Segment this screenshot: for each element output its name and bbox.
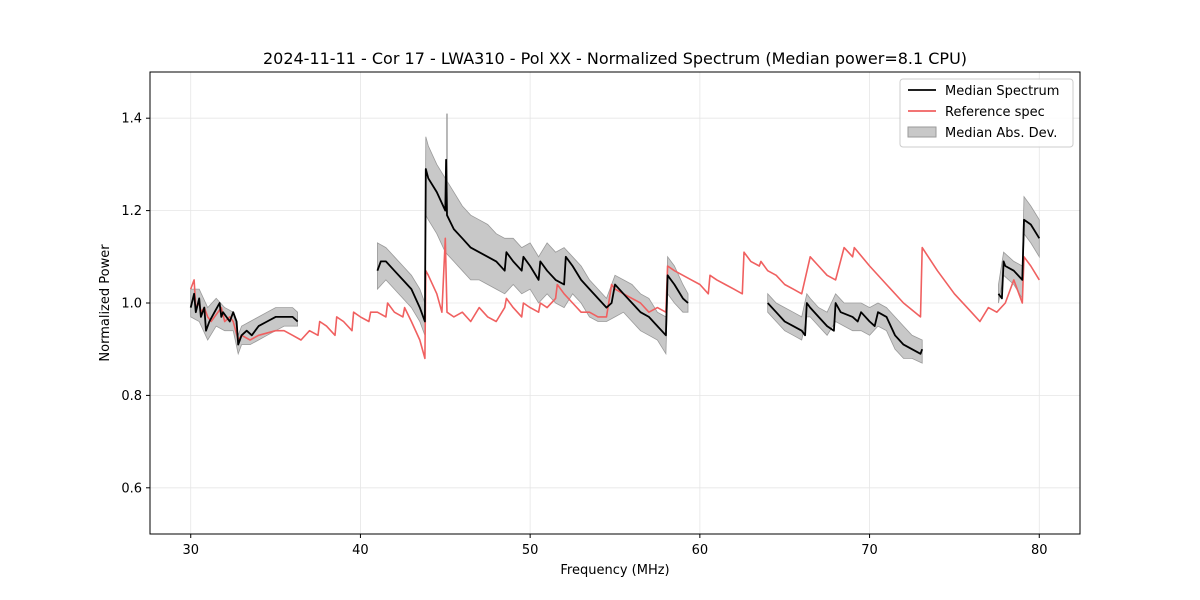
legend: Median Spectrum Reference spec Median Ab… [899, 78, 1074, 148]
median-series-layer [189, 158, 1041, 355]
chart-title: 2024-11-11 - Cor 17 - LWA310 - Pol XX - … [263, 49, 967, 68]
x-tick-label: 40 [352, 543, 369, 558]
y-axis-label: Normalized Power [98, 244, 113, 362]
reference-series-layer [189, 237, 1040, 360]
median-spectrum-segment [189, 292, 299, 346]
legend-median-label: Median Spectrum [945, 84, 1059, 99]
x-tick-label: 30 [182, 543, 199, 558]
y-tick-label: 1.0 [121, 297, 142, 312]
x-tick-label: 80 [1031, 543, 1048, 558]
mad-band-segment [377, 136, 689, 356]
reference-spec-line [189, 237, 1040, 360]
x-tick-label: 50 [522, 543, 539, 558]
x-axis-label: Frequency (MHz) [560, 563, 669, 578]
legend-reference-label: Reference spec [945, 105, 1045, 120]
y-axis-ticks: 0.6 0.8 1.0 1.2 1.4 [121, 112, 150, 496]
median-spectrum-segment [997, 218, 1041, 300]
median-spectrum-segment [767, 302, 924, 355]
x-axis-ticks: 30 40 50 60 70 80 [182, 534, 1048, 558]
y-tick-label: 1.4 [121, 112, 142, 127]
legend-mad-label: Median Abs. Dev. [945, 126, 1057, 141]
legend-box [899, 78, 1074, 148]
median-spectrum-segment [376, 158, 689, 337]
x-tick-label: 70 [861, 543, 878, 558]
legend-mad-swatch [907, 126, 937, 138]
y-tick-label: 0.6 [121, 481, 142, 496]
y-tick-label: 0.8 [121, 389, 142, 404]
y-tick-label: 1.2 [121, 204, 142, 219]
x-tick-label: 60 [692, 543, 709, 558]
